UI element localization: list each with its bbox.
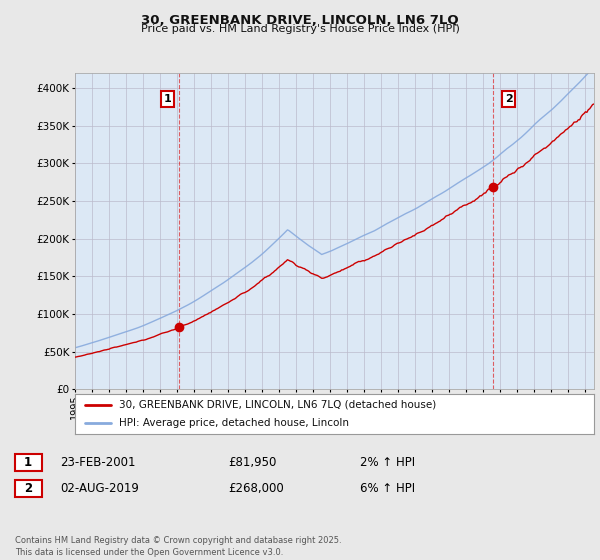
Text: 1: 1	[163, 94, 171, 104]
FancyBboxPatch shape	[15, 454, 42, 471]
FancyBboxPatch shape	[15, 480, 42, 497]
Text: £268,000: £268,000	[228, 482, 284, 496]
Text: 2% ↑ HPI: 2% ↑ HPI	[360, 456, 415, 469]
Text: Price paid vs. HM Land Registry's House Price Index (HPI): Price paid vs. HM Land Registry's House …	[140, 24, 460, 34]
Text: 1: 1	[24, 456, 32, 469]
Text: 30, GREENBANK DRIVE, LINCOLN, LN6 7LQ (detached house): 30, GREENBANK DRIVE, LINCOLN, LN6 7LQ (d…	[119, 400, 436, 409]
Text: 02-AUG-2019: 02-AUG-2019	[60, 482, 139, 496]
Text: Contains HM Land Registry data © Crown copyright and database right 2025.
This d: Contains HM Land Registry data © Crown c…	[15, 536, 341, 557]
Text: 2: 2	[505, 94, 512, 104]
Text: 6% ↑ HPI: 6% ↑ HPI	[360, 482, 415, 496]
Text: 23-FEB-2001: 23-FEB-2001	[60, 456, 136, 469]
Text: £81,950: £81,950	[228, 456, 277, 469]
Text: HPI: Average price, detached house, Lincoln: HPI: Average price, detached house, Linc…	[119, 418, 349, 428]
Text: 30, GREENBANK DRIVE, LINCOLN, LN6 7LQ: 30, GREENBANK DRIVE, LINCOLN, LN6 7LQ	[141, 14, 459, 27]
Text: 2: 2	[24, 482, 32, 496]
